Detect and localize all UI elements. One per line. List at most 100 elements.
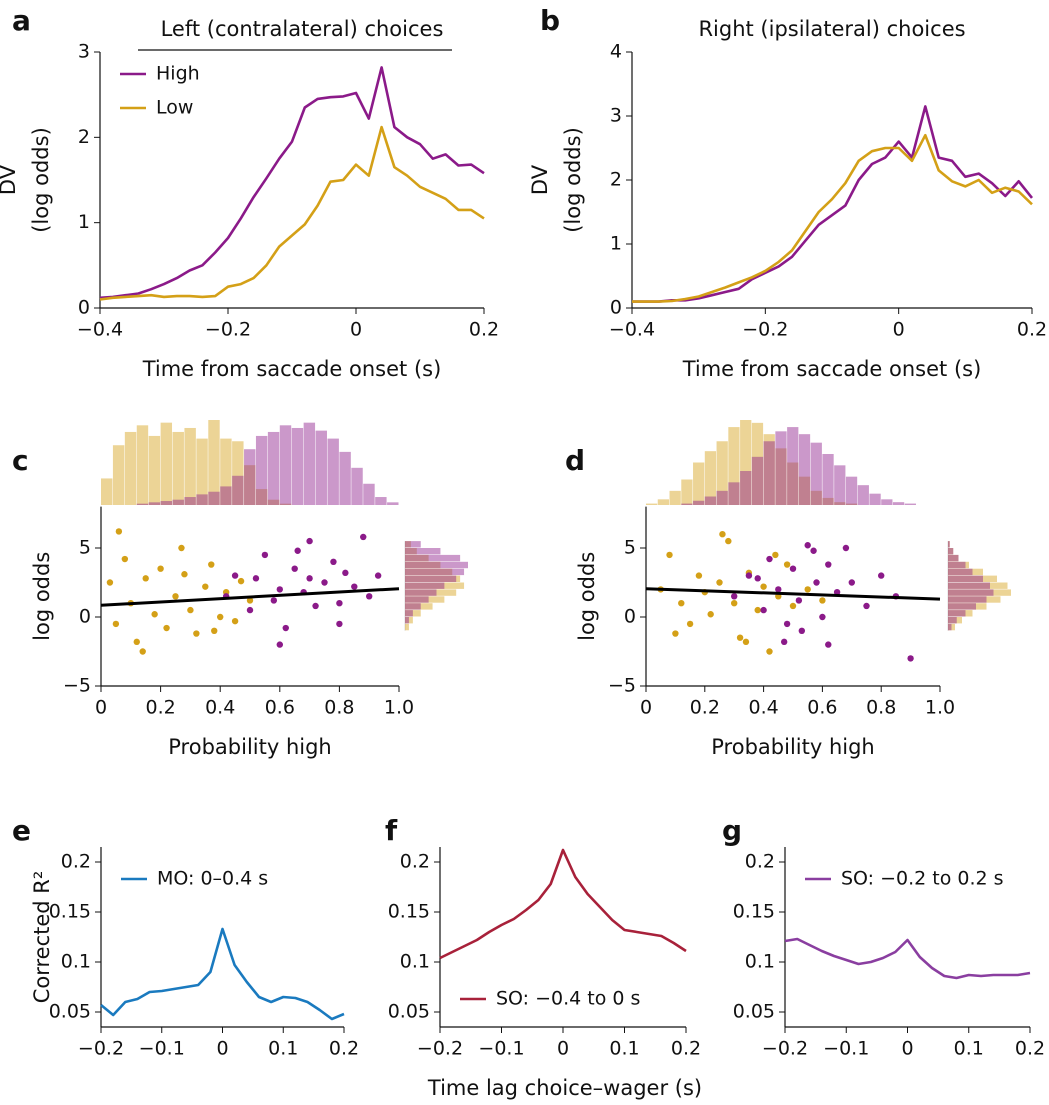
series-line bbox=[632, 133, 1033, 303]
y-axis-label: (log odds) bbox=[561, 127, 585, 233]
hist-bar bbox=[948, 617, 962, 624]
y-tick-label: 0.15 bbox=[49, 901, 91, 923]
hist-bar bbox=[291, 427, 304, 505]
hist-bar bbox=[657, 499, 670, 505]
hist-bar bbox=[704, 496, 717, 505]
x-tick-label: 0.8 bbox=[324, 697, 354, 719]
hist-bar bbox=[267, 499, 280, 505]
hist-bar bbox=[405, 554, 461, 562]
hist-bar bbox=[763, 434, 775, 505]
x-tick-label: −0.1 bbox=[139, 1038, 185, 1060]
series-line bbox=[100, 927, 345, 1021]
legend-label: Low bbox=[156, 97, 193, 119]
hist-bar bbox=[740, 420, 752, 505]
scatter-point bbox=[336, 600, 343, 607]
scatter-point bbox=[202, 583, 209, 590]
hist-bar bbox=[405, 548, 441, 555]
y-tick-label: 0.05 bbox=[733, 1001, 775, 1023]
scatter-point bbox=[139, 648, 146, 655]
hist-bar bbox=[279, 503, 292, 505]
hist-bar bbox=[857, 485, 869, 505]
scatter-point bbox=[745, 572, 753, 579]
hist-bar bbox=[172, 431, 184, 505]
hist-bar bbox=[405, 610, 421, 617]
x-tick-label: 0.2 bbox=[1017, 319, 1047, 341]
hist-bar bbox=[405, 596, 429, 603]
scatter-point bbox=[780, 638, 788, 646]
scatter-point bbox=[760, 583, 767, 590]
scatter-point bbox=[133, 638, 140, 646]
scatter-point bbox=[795, 597, 803, 604]
hist-bar bbox=[208, 491, 220, 505]
series-line bbox=[784, 937, 1031, 980]
scatter-point bbox=[789, 565, 797, 572]
scatter-point bbox=[106, 579, 114, 586]
scatter-point bbox=[246, 597, 254, 604]
scatter-point bbox=[775, 586, 782, 593]
x-tick-label: 0.8 bbox=[866, 697, 896, 719]
hist-bar bbox=[948, 541, 950, 548]
scatter-point bbox=[306, 537, 313, 545]
scatter-point bbox=[360, 533, 367, 541]
y-tick-label: 0.05 bbox=[49, 1001, 91, 1023]
hist-bar bbox=[740, 471, 752, 505]
x-tick-label: 1.0 bbox=[384, 697, 414, 719]
panel-label: c bbox=[12, 444, 29, 477]
hist-bar bbox=[405, 603, 421, 610]
hist-bar bbox=[136, 503, 149, 505]
y-tick-label: 1 bbox=[610, 233, 622, 255]
hist-bar bbox=[220, 438, 232, 505]
scatter-point bbox=[276, 586, 283, 593]
y-tick-label: 1 bbox=[78, 211, 90, 233]
x-tick-label: −0.2 bbox=[205, 319, 251, 341]
hist-bar bbox=[148, 502, 161, 505]
scatter-point bbox=[366, 593, 373, 600]
scatter-point bbox=[766, 555, 773, 563]
hist-bar bbox=[845, 503, 858, 505]
hist-bar bbox=[184, 427, 196, 505]
hist-bar bbox=[787, 462, 799, 505]
hist-bar bbox=[948, 589, 994, 596]
hist-bar bbox=[834, 465, 846, 505]
hist-bar bbox=[834, 502, 846, 505]
hist-bar bbox=[751, 456, 764, 505]
chart-title: Left (contralateral) choices bbox=[161, 17, 444, 41]
scatter-point bbox=[187, 606, 194, 614]
scatter-point bbox=[321, 579, 328, 586]
hist-bar bbox=[822, 454, 834, 505]
x-tick-label: 0.2 bbox=[1015, 1038, 1045, 1060]
scatter-point bbox=[208, 561, 215, 568]
scatter-point bbox=[151, 611, 158, 618]
x-tick-label: 0.2 bbox=[690, 697, 720, 719]
panel-label: a bbox=[12, 4, 31, 37]
x-tick-label: −0.4 bbox=[77, 319, 123, 341]
hist-bar bbox=[948, 610, 973, 617]
scatter-point bbox=[825, 641, 832, 648]
hist-bar bbox=[948, 561, 969, 569]
y-tick-label: 0.2 bbox=[745, 851, 775, 873]
hist-bar bbox=[728, 482, 740, 505]
scatter-point bbox=[842, 544, 850, 552]
hist-bar bbox=[327, 438, 339, 505]
scatter-point bbox=[813, 579, 820, 586]
hist-bar bbox=[693, 462, 705, 505]
scatter-point bbox=[157, 565, 164, 572]
x-tick-label: 1.0 bbox=[925, 697, 955, 719]
hist-bar bbox=[351, 467, 363, 505]
hist-bar bbox=[375, 497, 387, 505]
hist-bar bbox=[948, 623, 955, 631]
scatter-point bbox=[282, 624, 289, 632]
scatter-point bbox=[374, 572, 382, 579]
y-tick-label: 0.1 bbox=[61, 951, 91, 973]
hist-bar bbox=[948, 568, 983, 576]
x-tick-label: −0.1 bbox=[478, 1038, 524, 1060]
x-tick-label: 0.2 bbox=[469, 319, 499, 341]
hist-bar bbox=[716, 441, 728, 505]
series-line bbox=[439, 848, 687, 960]
x-axis-label: Time from saccade onset (s) bbox=[142, 357, 442, 381]
scatter-point bbox=[312, 602, 319, 610]
y-tick-label: 0.2 bbox=[400, 851, 430, 873]
x-tick-label: 0 bbox=[893, 319, 905, 341]
scatter-point bbox=[825, 561, 832, 568]
